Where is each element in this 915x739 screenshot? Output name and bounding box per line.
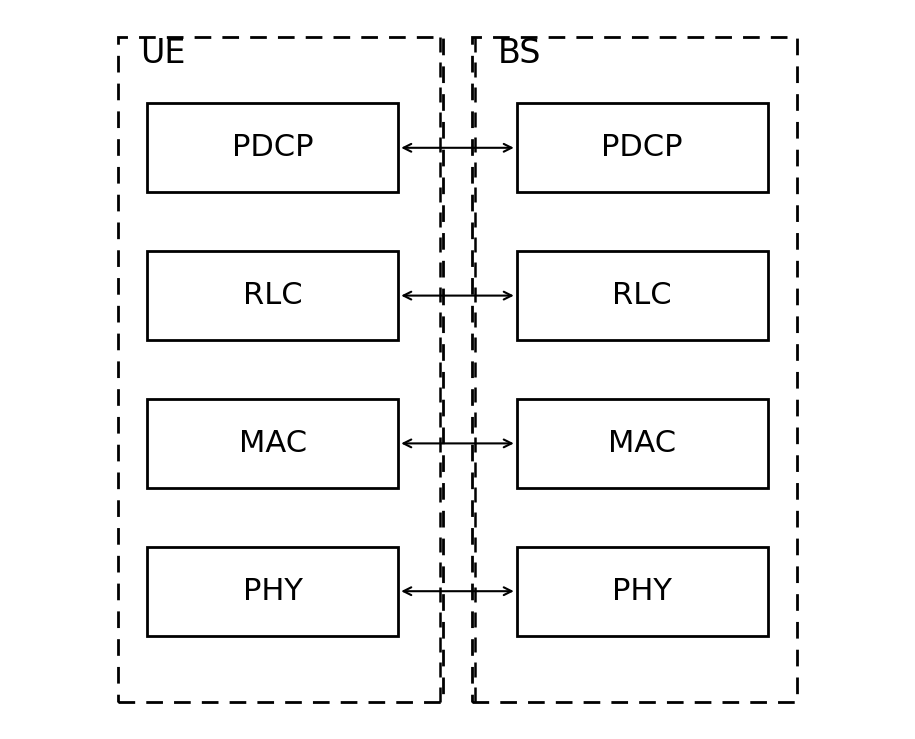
Bar	[147, 103, 398, 192]
Text: MAC: MAC	[608, 429, 676, 458]
Text: BS: BS	[498, 37, 542, 70]
Text: PHY: PHY	[242, 576, 303, 606]
Text: PDCP: PDCP	[232, 133, 314, 163]
Bar	[147, 399, 398, 488]
Bar	[117, 37, 443, 702]
Text: MAC: MAC	[239, 429, 307, 458]
Text: RLC: RLC	[612, 281, 672, 310]
Text: PDCP: PDCP	[601, 133, 683, 163]
Bar	[147, 547, 398, 636]
Text: PHY: PHY	[612, 576, 673, 606]
Bar	[517, 399, 768, 488]
Text: UE: UE	[140, 37, 185, 70]
Bar	[517, 103, 768, 192]
Bar	[517, 251, 768, 340]
Bar	[147, 251, 398, 340]
Bar	[472, 37, 798, 702]
Text: RLC: RLC	[243, 281, 303, 310]
Bar	[517, 547, 768, 636]
